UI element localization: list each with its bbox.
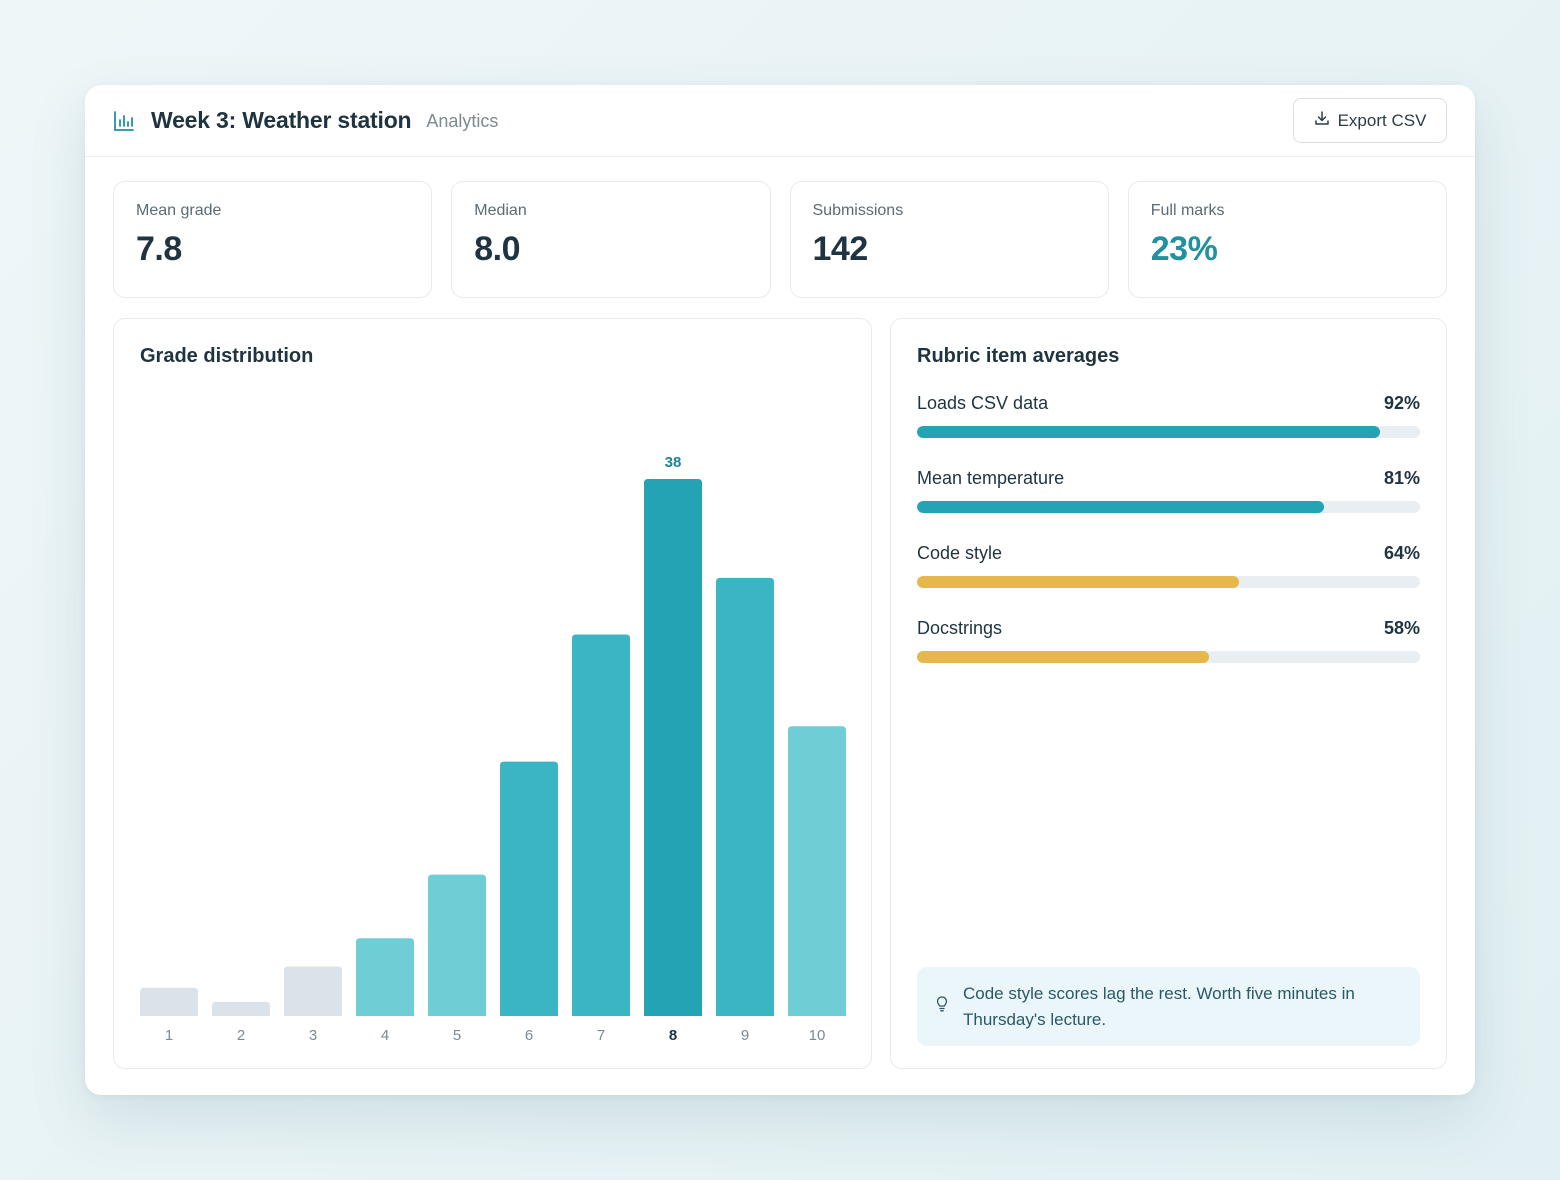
rubric-item-percent: 58% [1383, 618, 1420, 638]
x-tick-label: 6 [525, 1027, 533, 1044]
bar-grade-10 [788, 726, 846, 1016]
stats-row: Mean grade 7.8 Median 8.0 Submissions 14… [113, 181, 1447, 298]
x-tick-label: 5 [453, 1027, 461, 1044]
bar-grade-3 [284, 966, 342, 1016]
rubric-progress-track [917, 651, 1420, 663]
x-tick-label: 8 [669, 1027, 677, 1044]
stat-card-submissions: Submissions 142 [789, 181, 1109, 298]
page-title: Week 3: Weather station [151, 107, 412, 133]
bar-grade-1 [140, 987, 198, 1016]
bar-grade-5 [428, 874, 486, 1016]
x-tick-label: 10 [809, 1027, 826, 1044]
bar-grade-6 [500, 761, 558, 1016]
stat-label: Mean grade [136, 202, 222, 219]
stat-card-full-marks: Full marks 23% [1127, 181, 1447, 298]
export-csv-label: Export CSV [1337, 110, 1427, 130]
analytics-window: Week 3: Weather station Analytics Export… [85, 85, 1475, 1095]
x-tick-label: 9 [741, 1027, 749, 1044]
rubric-item-label: Mean temperature [917, 468, 1065, 488]
page-subtitle: Analytics [426, 111, 499, 131]
rubric-item-percent: 64% [1383, 543, 1420, 563]
rubric-panel: Rubric item averages Loads CSV data 92% … [890, 318, 1447, 1069]
download-icon [1314, 110, 1330, 131]
export-csv-button[interactable]: Export CSV [1293, 98, 1447, 143]
tip-text: Code style scores lag the rest. Worth fi… [963, 983, 1355, 1029]
lightbulb-icon [935, 995, 949, 1018]
rubric-item-label: Docstrings [917, 618, 1003, 638]
rubric-item-percent: 92% [1383, 393, 1420, 413]
grade-distribution-title: Grade distribution [140, 345, 314, 367]
x-tick-label: 1 [165, 1027, 173, 1044]
stat-value: 23% [1150, 230, 1218, 268]
rubric-progress-track [917, 576, 1420, 588]
rubric-progress-track [917, 426, 1420, 438]
stat-value: 142 [812, 230, 869, 268]
bar-grade-2 [212, 1001, 270, 1016]
bar-chart-icon [113, 109, 137, 133]
x-tick-label: 3 [309, 1027, 317, 1044]
rubric-item-label: Code style [917, 543, 1003, 563]
bar-grade-8 [644, 479, 702, 1016]
bar-grade-4 [356, 938, 414, 1016]
rubric-list: Loads CSV data 92% Mean temperature 81% … [917, 393, 1420, 693]
stat-label: Median [474, 202, 527, 219]
grade-distribution-chart: 1 2 3 4 5 6 7 8 38 9 10 [140, 454, 846, 1044]
bar-grade-9 [716, 577, 774, 1016]
stat-value: 8.0 [474, 230, 521, 268]
stat-label: Submissions [812, 202, 904, 219]
rubric-item: Docstrings 58% [917, 618, 1420, 663]
tip-callout: Code style scores lag the rest. Worth fi… [917, 967, 1420, 1046]
rubric-progress-fill [917, 501, 1325, 513]
bar-grade-7 [572, 634, 630, 1016]
rubric-item-percent: 81% [1383, 468, 1420, 488]
stat-card-mean-grade: Mean grade 7.8 [113, 181, 433, 298]
rubric-item: Code style 64% [917, 543, 1420, 588]
grade-distribution-panel: 1 2 3 4 5 6 7 8 38 9 10 Grade distribution [113, 318, 872, 1069]
rubric-item-label: Loads CSV data [917, 393, 1049, 413]
stat-card-median: Median 8.0 [451, 181, 771, 298]
x-tick-label: 4 [381, 1027, 389, 1044]
rubric-progress-fill [917, 576, 1239, 588]
rubric-progress-fill [917, 426, 1380, 438]
rubric-progress-fill [917, 651, 1209, 663]
x-tick-label: 2 [237, 1027, 245, 1044]
x-tick-label: 7 [597, 1027, 605, 1044]
bar-value-label: 38 [665, 454, 682, 471]
stat-value: 7.8 [136, 230, 182, 268]
rubric-item: Loads CSV data 92% [917, 393, 1420, 438]
rubric-title: Rubric item averages [917, 345, 1120, 367]
stat-label: Full marks [1150, 202, 1225, 219]
header: Week 3: Weather station Analytics Export… [85, 85, 1475, 157]
rubric-progress-track [917, 501, 1420, 513]
rubric-item: Mean temperature 81% [917, 468, 1420, 513]
